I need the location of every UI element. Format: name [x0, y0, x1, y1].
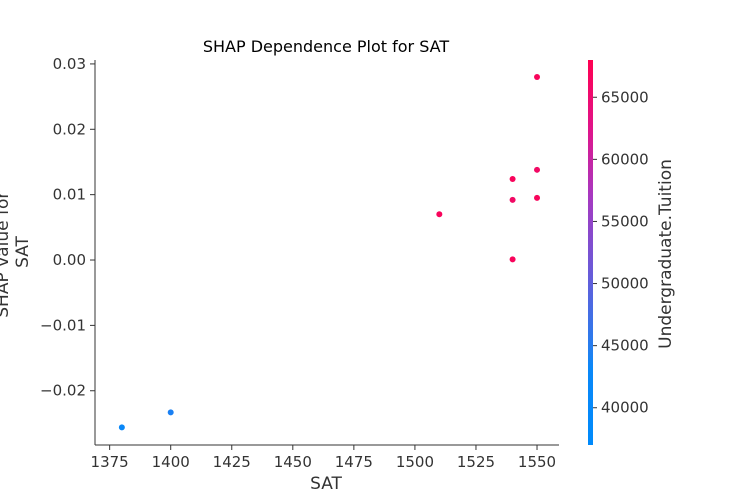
x-tick-label: 1400: [152, 453, 190, 471]
scatter-point: [534, 194, 541, 201]
y-tick-label: 0.03: [53, 55, 86, 73]
x-tick-label: 1500: [396, 453, 434, 471]
colorbar-tick-label: 45000: [601, 337, 649, 355]
x-tick-label: 1375: [91, 453, 129, 471]
x-tick-label: 1450: [274, 453, 312, 471]
colorbar-tick-label: 40000: [601, 399, 649, 417]
y-axis-title-line-2: SAT: [13, 235, 33, 267]
y-axis-title: SHAP value for SAT: [0, 186, 33, 317]
y-tick-label: 0.02: [53, 120, 86, 138]
x-tick-label: 1425: [213, 453, 251, 471]
colorbar-title: Undergraduate.Tuition: [656, 159, 676, 349]
y-tick-label: 0.00: [53, 251, 86, 269]
x-tick-label: 1525: [457, 453, 495, 471]
y-tick-label: 0.01: [53, 186, 86, 204]
colorbar: 40000 45000 50000 55000 60000 65000 Undergrad…: [588, 60, 676, 445]
plot-area: −0.02−0.010.000.010.020.03 1375 1400 1425 1…: [40, 55, 559, 471]
scatter-point: [167, 409, 174, 416]
x-tick-label: 1550: [518, 453, 556, 471]
colorbar-tick-label: 65000: [601, 88, 649, 106]
y-axis-ticks: −0.02 −0.01 0.00 0.01 0.02 0.03: [40, 55, 95, 400]
x-axis-title: SAT: [310, 474, 342, 494]
scatter-point: [534, 166, 541, 173]
y-tick-label: −0.02: [40, 382, 86, 400]
scatter-point: [509, 175, 516, 182]
x-tick-label: 1475: [335, 453, 373, 471]
colorbar-tick-label: 60000: [601, 150, 649, 168]
scatter-point: [509, 256, 516, 263]
colorbar-gradient: [588, 60, 593, 445]
y-tick-label: −0.01: [40, 316, 86, 334]
scatter-point: [534, 73, 541, 80]
colorbar-tick-label: 50000: [601, 275, 649, 293]
scatter-points: [118, 73, 541, 431]
x-axis-ticks: 1375 1400 1425 1450 1475 1500 1525 1550: [91, 445, 556, 471]
scatter-point: [118, 424, 125, 431]
colorbar-ticks: 40000 45000 50000 55000 60000 65000: [593, 88, 649, 417]
chart-title: SHAP Dependence Plot for SAT: [203, 37, 450, 56]
y-axis-title-line-1: SHAP value for: [0, 192, 13, 318]
scatter-point: [509, 196, 516, 203]
scatter-point: [436, 211, 443, 218]
colorbar-tick-label: 55000: [601, 212, 649, 230]
